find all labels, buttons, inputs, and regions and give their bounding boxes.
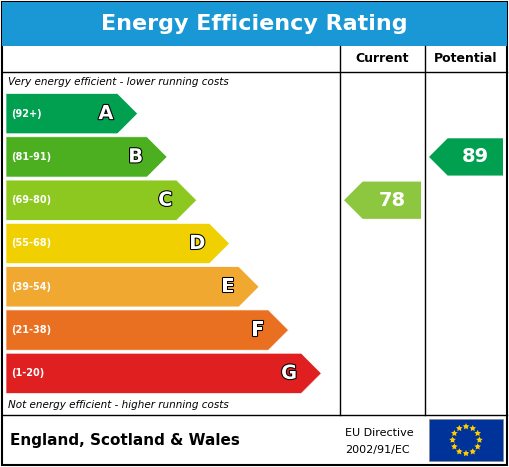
Polygon shape (6, 180, 196, 220)
Text: D: D (189, 234, 205, 253)
Polygon shape (463, 423, 469, 429)
Polygon shape (469, 448, 476, 454)
Polygon shape (451, 430, 458, 436)
Text: EU Directive: EU Directive (345, 427, 414, 438)
Text: C: C (158, 191, 173, 210)
Text: Energy Efficiency Rating: Energy Efficiency Rating (101, 14, 408, 34)
Text: B: B (128, 148, 143, 166)
Text: 2002/91/EC: 2002/91/EC (345, 445, 410, 455)
Text: Potential: Potential (434, 52, 498, 65)
Polygon shape (6, 137, 167, 177)
Text: F: F (251, 320, 264, 340)
Polygon shape (6, 267, 259, 307)
Polygon shape (429, 138, 503, 176)
Text: A: A (98, 104, 114, 123)
Polygon shape (344, 182, 421, 219)
Polygon shape (6, 223, 230, 264)
Text: G: G (281, 364, 297, 383)
Polygon shape (474, 430, 481, 436)
Text: (39-54): (39-54) (11, 282, 51, 292)
Bar (429, 419, 503, 461)
Text: E: E (221, 277, 235, 296)
Text: England, Scotland & Wales: England, Scotland & Wales (10, 432, 240, 447)
Polygon shape (6, 93, 137, 134)
Polygon shape (476, 437, 483, 443)
Text: (69-80): (69-80) (11, 195, 51, 205)
Text: (92+): (92+) (11, 109, 42, 119)
Polygon shape (449, 437, 456, 443)
Polygon shape (451, 443, 458, 450)
Text: Very energy efficient - lower running costs: Very energy efficient - lower running co… (8, 77, 229, 87)
Text: Current: Current (356, 52, 409, 65)
Text: (1-20): (1-20) (11, 368, 44, 378)
Polygon shape (6, 353, 321, 394)
Text: 78: 78 (378, 191, 405, 210)
Polygon shape (469, 425, 476, 431)
Text: (55-68): (55-68) (11, 239, 51, 248)
Text: (21-38): (21-38) (11, 325, 51, 335)
Text: (81-91): (81-91) (11, 152, 51, 162)
Polygon shape (6, 310, 289, 350)
Text: Not energy efficient - higher running costs: Not energy efficient - higher running co… (8, 400, 229, 410)
Text: 89: 89 (462, 148, 489, 166)
Polygon shape (456, 448, 463, 454)
Polygon shape (474, 443, 481, 450)
Polygon shape (456, 425, 463, 431)
Bar (2, 2, 507, 46)
Polygon shape (463, 450, 469, 456)
